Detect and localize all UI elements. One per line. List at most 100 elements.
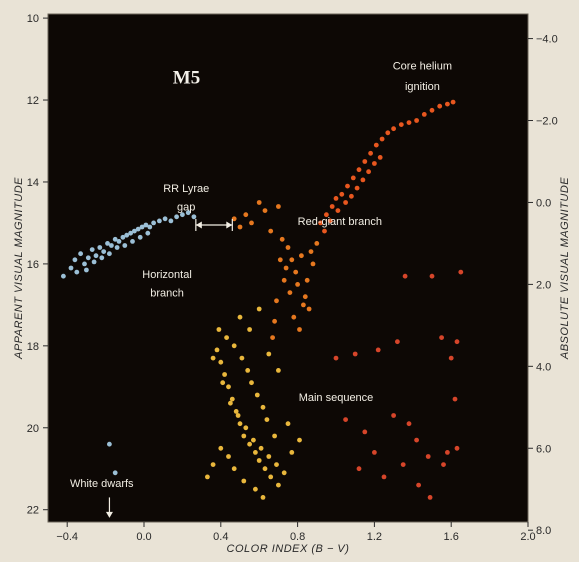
- y-right-tick-label-1: −2.0: [536, 116, 558, 128]
- star-point-0-13: [116, 239, 122, 244]
- annotation-0: Core helium: [393, 60, 452, 72]
- star-point-0-3: [78, 251, 83, 257]
- star-point-3-40: [272, 433, 277, 439]
- star-point-4-15: [425, 454, 431, 459]
- star-point-1-15: [306, 306, 312, 312]
- star-point-0-14: [120, 234, 126, 240]
- star-point-3-47: [218, 445, 224, 451]
- star-point-2-27: [354, 185, 360, 191]
- gap-arrow-head-right: [226, 221, 233, 229]
- star-point-0-11: [109, 243, 114, 248]
- star-point-2-14: [398, 122, 404, 127]
- y-left-tick-label-3: 16: [27, 259, 39, 271]
- star-point-3-13: [276, 482, 281, 488]
- annotation-7: Main sequence: [299, 392, 374, 404]
- star-point-2-0: [318, 220, 323, 226]
- y-axis-left-label: APPARENT VISUAL MAGNITUDE: [13, 177, 25, 360]
- star-point-0-12: [112, 236, 118, 242]
- star-point-3-34: [237, 314, 243, 320]
- star-point-1-14: [302, 294, 308, 300]
- star-point-4-18: [356, 466, 362, 472]
- annotation-3: gap: [177, 202, 195, 214]
- star-point-4-4: [402, 273, 408, 279]
- star-point-0-21: [147, 224, 153, 230]
- y-right-tick-label-2: 0.0: [536, 197, 551, 209]
- star-point-4-24: [445, 450, 450, 455]
- star-point-3-9: [253, 450, 258, 455]
- star-point-2-20: [445, 101, 450, 107]
- star-point-4-8: [454, 339, 460, 345]
- star-point-3-24: [289, 450, 295, 455]
- star-point-2-7: [356, 167, 362, 173]
- star-point-1-27: [274, 298, 279, 304]
- annotation-8: White dwarfs: [70, 478, 134, 490]
- star-point-0-16: [128, 230, 134, 236]
- star-point-3-42: [253, 486, 258, 492]
- star-point-3-25: [297, 437, 302, 443]
- star-point-3-49: [205, 474, 210, 480]
- star-point-2-15: [406, 120, 412, 125]
- star-point-0-10: [105, 241, 110, 246]
- star-point-2-17: [421, 112, 427, 117]
- y-left-tick-label-5: 20: [27, 423, 39, 435]
- star-point-3-20: [258, 445, 264, 451]
- star-point-0-6: [89, 247, 95, 253]
- star-point-1-11: [293, 269, 299, 275]
- wd-arrow-head: [105, 511, 113, 518]
- star-point-3-39: [285, 421, 291, 427]
- star-point-4-14: [414, 437, 419, 443]
- star-point-3-36: [256, 306, 262, 312]
- star-point-1-10: [289, 257, 295, 263]
- star-point-1-18: [283, 265, 289, 271]
- y-left-tick-label-6: 22: [27, 505, 39, 517]
- star-point-3-7: [241, 433, 247, 439]
- star-point-1-4: [256, 200, 262, 205]
- star-point-4-3: [395, 339, 400, 345]
- star-point-2-28: [360, 177, 366, 183]
- star-point-2-11: [379, 136, 385, 142]
- star-point-4-23: [427, 495, 433, 500]
- annotations: Core helium ignition RR Lyrae gap Red-giant …: [70, 60, 452, 490]
- star-point-2-22: [322, 228, 327, 234]
- star-point-1-26: [281, 277, 287, 283]
- star-point-3-18: [243, 425, 249, 431]
- star-point-3-29: [245, 368, 251, 373]
- x-tick-label-3: 0.8: [290, 531, 305, 543]
- star-point-1-24: [308, 249, 314, 255]
- star-point-2-9: [368, 150, 373, 156]
- star-point-1-3: [249, 220, 254, 226]
- star-point-2-26: [349, 193, 354, 199]
- star-point-2-13: [391, 126, 396, 132]
- star-point-1-16: [310, 261, 316, 267]
- y-left-tick-label-4: 18: [27, 341, 39, 353]
- y-right-tick-label-5: 6.0: [536, 443, 551, 455]
- star-point-3-35: [247, 327, 253, 332]
- star-point-2-16: [414, 118, 419, 123]
- x-tick-label-1: 0.0: [136, 531, 151, 543]
- star-point-4-13: [406, 421, 412, 427]
- star-point-0-24: [162, 216, 168, 222]
- x-tick-label-0: −0.4: [56, 531, 78, 543]
- star-point-0-34: [107, 251, 112, 257]
- star-point-0-23: [157, 218, 162, 224]
- star-point-3-16: [228, 400, 233, 406]
- star-point-4-0: [333, 355, 339, 361]
- annotation-4: Red-giant branch: [298, 216, 382, 228]
- star-point-3-33: [216, 327, 222, 332]
- y-axis-right-label: ABSOLUTE VISUAL MAGNITUDE: [559, 177, 571, 360]
- star-point-3-17: [235, 413, 241, 418]
- star-point-0-31: [84, 267, 89, 273]
- white-dwarf-arrow: [105, 497, 113, 518]
- star-point-0-38: [137, 234, 143, 240]
- star-point-3-5: [233, 409, 239, 414]
- star-point-3-15: [220, 380, 226, 386]
- star-point-4-17: [454, 445, 460, 451]
- star-point-1-9: [285, 245, 291, 250]
- star-point-0-27: [180, 212, 185, 218]
- star-point-3-46: [226, 454, 231, 459]
- star-point-2-2: [329, 204, 335, 209]
- star-points: [61, 99, 464, 500]
- star-point-5-0: [107, 441, 112, 447]
- star-point-3-14: [210, 355, 216, 361]
